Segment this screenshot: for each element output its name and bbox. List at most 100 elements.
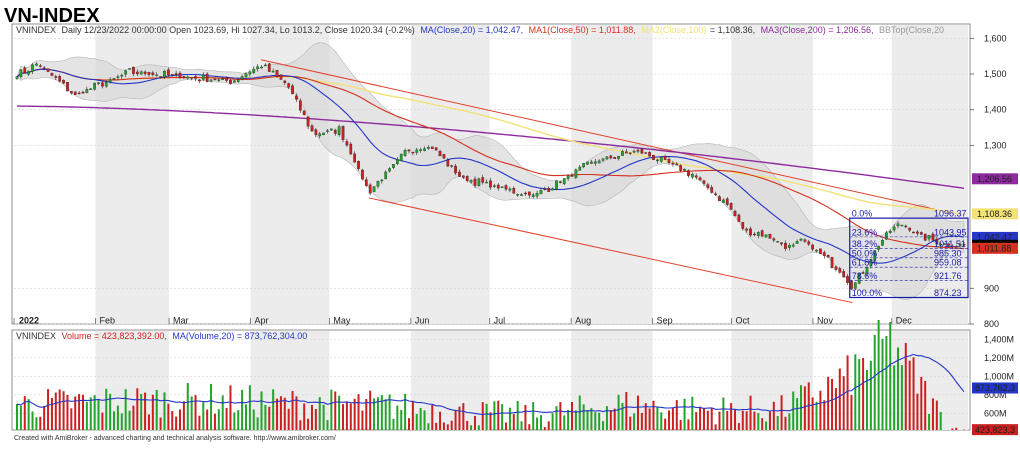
candle-body — [47, 69, 49, 72]
candle-body — [548, 188, 550, 191]
volume-bar — [707, 411, 709, 430]
volume-bar — [268, 407, 270, 430]
volume-bar — [214, 414, 216, 430]
month-label: Jun — [415, 316, 430, 326]
candle-body — [206, 74, 208, 82]
volume-bar — [167, 404, 169, 430]
candle-body — [31, 65, 33, 72]
candle-body — [249, 72, 251, 74]
candle-body — [86, 89, 88, 93]
volume-bar — [400, 410, 402, 430]
volume-bar — [365, 399, 367, 430]
candle-body — [101, 83, 103, 87]
candle-body — [540, 190, 542, 194]
candle-body — [920, 232, 922, 234]
candle-body — [276, 70, 278, 76]
volume-bar — [781, 395, 783, 430]
candle-body — [90, 89, 92, 90]
volume-bar — [338, 396, 340, 430]
volume-bar — [358, 394, 360, 430]
candle-body — [218, 80, 220, 81]
volume-bar — [501, 404, 503, 430]
volume-bar — [563, 415, 565, 430]
candle-body — [256, 67, 258, 69]
volume-bar — [101, 413, 103, 430]
price-header-symbol: VNINDEX — [16, 25, 56, 35]
volume-bar — [715, 424, 717, 430]
volume-bar — [672, 408, 674, 430]
candle-body — [745, 229, 747, 230]
candle-body — [637, 150, 639, 151]
candle-body — [202, 75, 204, 80]
price-tick-label: 1,600 — [984, 33, 1007, 43]
volume-bar — [94, 395, 96, 430]
volume-bar — [862, 358, 864, 430]
fib-value-label: 1043.95 — [934, 227, 967, 237]
volume-bar — [734, 410, 736, 430]
price-tick-label: 1,300 — [984, 140, 1007, 150]
candle-body — [652, 155, 654, 160]
volume-bar — [621, 403, 623, 430]
fib-value-label: 921.76 — [934, 271, 962, 281]
candle-body — [579, 167, 581, 170]
candle-body — [16, 77, 18, 79]
volume-bar — [691, 397, 693, 430]
volume-bar — [210, 384, 212, 430]
month-label: 2022 — [19, 316, 39, 326]
candle-body — [35, 64, 37, 65]
volume-tick-label: 1,400M — [984, 334, 1014, 344]
candle-body — [385, 172, 387, 179]
volume-bar — [843, 376, 845, 430]
candle-body — [156, 75, 158, 76]
candle-body — [590, 162, 592, 164]
legend-ma200: MA3(Close,200) = 1,206.56, — [761, 25, 874, 35]
candle-body — [757, 232, 759, 235]
candle-body — [559, 182, 561, 183]
candle-body — [152, 73, 154, 75]
candle-body — [839, 268, 841, 272]
candle-body — [726, 199, 728, 205]
legend-ma100-value: = 1,108.36, — [710, 25, 755, 35]
candle-body — [773, 239, 775, 241]
candle-body — [454, 166, 456, 173]
volume-bar — [447, 424, 449, 430]
candle-body — [881, 240, 883, 245]
candle-body — [109, 79, 111, 81]
candle-body — [82, 92, 84, 93]
candle-body — [291, 86, 293, 94]
volume-bar — [307, 419, 309, 430]
volume-bar — [412, 401, 414, 430]
volume-bar — [765, 421, 767, 430]
volume-bar — [195, 395, 197, 430]
fib-value-label: 874.23 — [934, 288, 962, 298]
volume-bar — [738, 423, 740, 430]
volume-bar — [478, 425, 480, 430]
candle-body — [210, 80, 212, 82]
volume-bar — [878, 320, 880, 430]
fib-value-label: 959.08 — [934, 258, 962, 268]
candle-body — [416, 150, 418, 153]
volume-bar — [637, 396, 639, 430]
volume-bar — [804, 386, 806, 430]
candle-body — [711, 187, 713, 192]
volume-bar — [20, 406, 22, 430]
candle-body — [780, 243, 782, 244]
volume-bar — [610, 410, 612, 430]
candle-body — [509, 189, 511, 190]
volume-bar — [955, 428, 957, 430]
price-header: VNINDEX Daily 12/23/2022 00:00:00 Open 1… — [16, 25, 944, 35]
candle-body — [633, 151, 635, 152]
volume-bar — [350, 404, 352, 430]
volume-bar — [497, 401, 499, 430]
candle-body — [392, 164, 394, 167]
candle-body — [777, 241, 779, 242]
candle-body — [718, 197, 720, 201]
volume-bar — [70, 408, 72, 430]
candle-body — [598, 161, 600, 163]
price-tick-label: 800 — [984, 319, 999, 329]
volume-bar — [284, 398, 286, 430]
candle-body — [377, 181, 379, 186]
volume-bar — [24, 396, 26, 430]
volume-bar — [253, 410, 255, 430]
